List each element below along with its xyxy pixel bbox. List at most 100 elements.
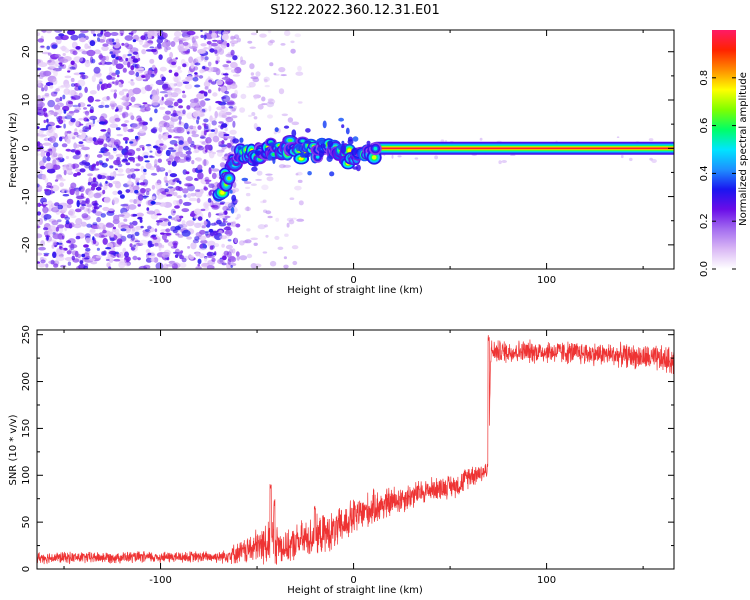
noise-blob	[292, 260, 298, 266]
noise-blob	[87, 173, 93, 177]
noise-blob	[648, 138, 654, 142]
noise-blob	[156, 30, 161, 34]
ridge-blob	[355, 164, 361, 172]
noise-blob	[616, 136, 620, 138]
noise-blob	[50, 111, 59, 116]
noise-blob	[221, 148, 225, 152]
noise-blob	[86, 204, 93, 208]
noise-blob	[200, 34, 204, 39]
noise-blob	[48, 231, 54, 237]
noise-blob	[52, 191, 55, 194]
noise-blob	[223, 77, 230, 81]
noise-blob	[254, 263, 262, 268]
noise-blob	[221, 114, 227, 118]
ridge-blob	[264, 147, 269, 151]
noise-blob	[144, 160, 150, 163]
noise-blob	[170, 41, 176, 47]
noise-blob	[88, 124, 92, 130]
noise-blob	[186, 131, 190, 135]
noise-blob	[182, 81, 190, 84]
noise-blob	[75, 46, 81, 50]
noise-blob	[154, 46, 163, 50]
ridge-blob	[237, 146, 242, 150]
noise-blob	[164, 180, 169, 183]
snr-y-axis-label: SNR (10 * v/v)	[8, 414, 19, 485]
noise-blob	[62, 193, 70, 197]
noise-blob	[139, 239, 148, 245]
noise-blob	[149, 58, 155, 64]
noise-blob	[188, 197, 198, 202]
noise-blob	[248, 81, 256, 88]
noise-blob	[136, 212, 144, 217]
noise-blob	[265, 210, 272, 215]
noise-blob	[261, 96, 266, 102]
noise-blob	[182, 63, 187, 68]
x-tick-label: 0	[350, 575, 356, 586]
noise-blob	[191, 133, 200, 138]
noise-blob	[218, 211, 224, 218]
noise-blob	[136, 182, 140, 186]
noise-blob	[140, 105, 147, 113]
noise-blob	[158, 54, 163, 60]
noise-blob	[197, 258, 202, 265]
noise-blob	[283, 256, 287, 260]
noise-blob	[168, 69, 173, 74]
noise-blob	[199, 229, 206, 235]
noise-blob	[46, 235, 49, 241]
ridge-blob	[220, 190, 225, 195]
noise-blob	[255, 178, 263, 181]
noise-blob	[121, 101, 130, 107]
noise-blob	[97, 37, 100, 42]
noise-blob	[127, 61, 131, 68]
noise-blob	[186, 236, 193, 240]
noise-blob	[154, 242, 159, 247]
noise-blob	[166, 264, 175, 267]
noise-blob	[112, 147, 117, 151]
noise-blob	[105, 223, 115, 228]
noise-blob	[76, 266, 81, 269]
noise-blob	[37, 225, 41, 229]
noise-blob	[169, 64, 177, 68]
noise-blob	[112, 197, 120, 205]
noise-blob	[96, 247, 100, 251]
noise-blob	[168, 94, 173, 98]
noise-blob	[245, 186, 251, 190]
noise-blob	[37, 211, 42, 216]
noise-blob	[54, 53, 61, 58]
noise-blob	[69, 110, 76, 115]
noise-blob	[119, 194, 125, 199]
noise-blob	[135, 72, 140, 77]
noise-blob	[147, 252, 152, 256]
noise-blob	[219, 235, 228, 240]
noise-blob	[108, 154, 114, 160]
noise-blob	[94, 49, 101, 55]
noise-blob	[125, 57, 129, 62]
noise-blob	[204, 179, 212, 183]
noise-blob	[111, 38, 115, 43]
noise-blob	[112, 190, 119, 196]
noise-blob	[158, 133, 163, 140]
noise-blob	[168, 169, 172, 174]
noise-blob	[174, 72, 179, 77]
noise-blob	[38, 62, 48, 68]
noise-blob	[200, 43, 207, 47]
noise-blob	[49, 62, 58, 69]
noise-blob	[92, 137, 97, 142]
noise-blob	[89, 115, 98, 121]
noise-blob	[278, 164, 286, 169]
noise-blob	[253, 116, 258, 120]
ridge-blob	[287, 138, 293, 142]
noise-blob	[43, 119, 47, 124]
noise-blob	[101, 252, 105, 255]
noise-blob	[191, 130, 196, 135]
noise-blob	[158, 123, 162, 127]
noise-blob	[173, 77, 179, 83]
noise-blob	[391, 154, 394, 159]
x-tick-label: 100	[537, 575, 556, 586]
noise-blob	[113, 258, 121, 262]
noise-blob	[122, 137, 129, 141]
noise-blob	[146, 190, 150, 196]
noise-blob	[142, 79, 148, 82]
noise-blob	[135, 138, 139, 142]
noise-blob	[47, 52, 52, 56]
